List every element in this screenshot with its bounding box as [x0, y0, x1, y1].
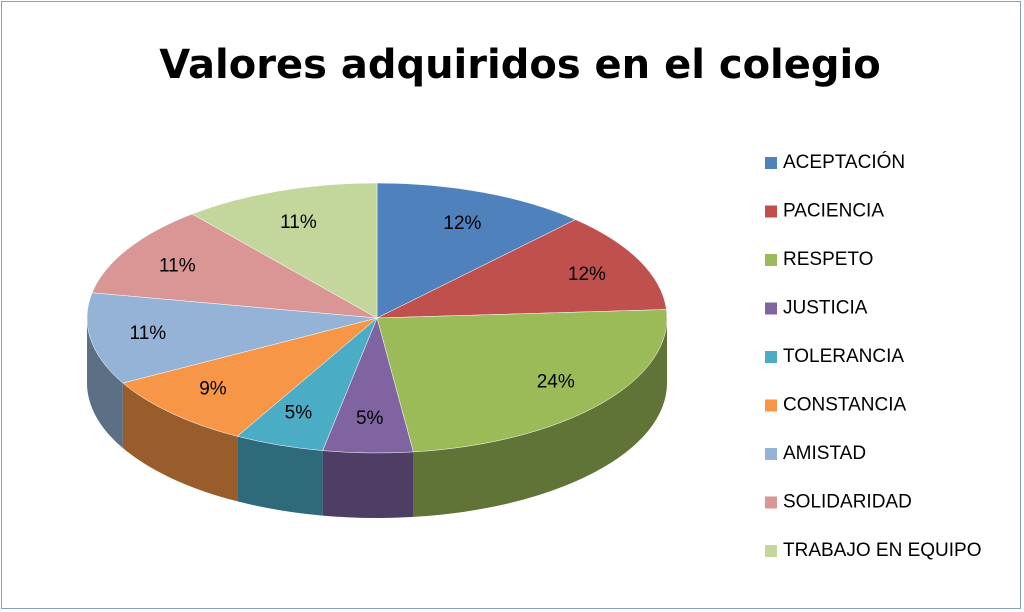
- data-label: 11%: [130, 323, 167, 344]
- slice-side: [322, 450, 414, 518]
- legend-swatch: [765, 254, 777, 266]
- legend-swatch: [765, 448, 777, 460]
- slice-side-shade: [237, 436, 323, 516]
- legend-label: TOLERANCIA: [783, 346, 904, 367]
- slice-side-shade: [322, 450, 414, 518]
- data-label: 9%: [199, 379, 227, 400]
- data-label: 11%: [159, 255, 196, 276]
- legend-swatch: [765, 399, 777, 412]
- slice-side: [87, 318, 123, 449]
- slice: [376, 182, 577, 319]
- slice: [376, 219, 667, 319]
- legend-swatch: [765, 351, 777, 363]
- legend-swatch: [765, 545, 777, 557]
- data-label: 24%: [537, 372, 575, 393]
- slice-side-shade: [122, 383, 238, 502]
- legend-label: PACIENCIA: [783, 201, 884, 222]
- data-label: 5%: [285, 402, 313, 423]
- legend-label: AMISTAD: [783, 443, 866, 464]
- legend-swatch: [765, 157, 777, 169]
- slice: [91, 213, 378, 319]
- slice: [122, 317, 378, 437]
- legend-swatch: [765, 496, 777, 509]
- slice-side: [122, 383, 238, 502]
- slice: [191, 182, 378, 319]
- legend-label: RESPETO: [783, 249, 873, 270]
- data-label: 12%: [568, 264, 606, 285]
- legend-label: SOLIDARIDAD: [783, 492, 912, 513]
- legend-label: TRABAJO EN EQUIPO: [783, 540, 981, 561]
- chart-title: Valores adquiridos en el colegio: [159, 42, 880, 88]
- slice-side: [237, 436, 323, 516]
- slice: [376, 309, 668, 453]
- legend-swatch: [765, 302, 777, 315]
- data-label: 11%: [280, 212, 317, 233]
- slice-side-shade: [413, 318, 667, 517]
- data-label: 12%: [443, 213, 481, 234]
- slice: [86, 292, 378, 384]
- legend-swatch: [765, 205, 777, 218]
- slice-side-shade: [87, 318, 123, 449]
- legend-label: CONSTANCIA: [783, 395, 906, 416]
- data-label: 5%: [356, 408, 384, 429]
- legend-label: ACEPTACIÓN: [783, 151, 905, 173]
- slice-side: [413, 318, 667, 517]
- legend-label: JUSTICIA: [783, 298, 868, 319]
